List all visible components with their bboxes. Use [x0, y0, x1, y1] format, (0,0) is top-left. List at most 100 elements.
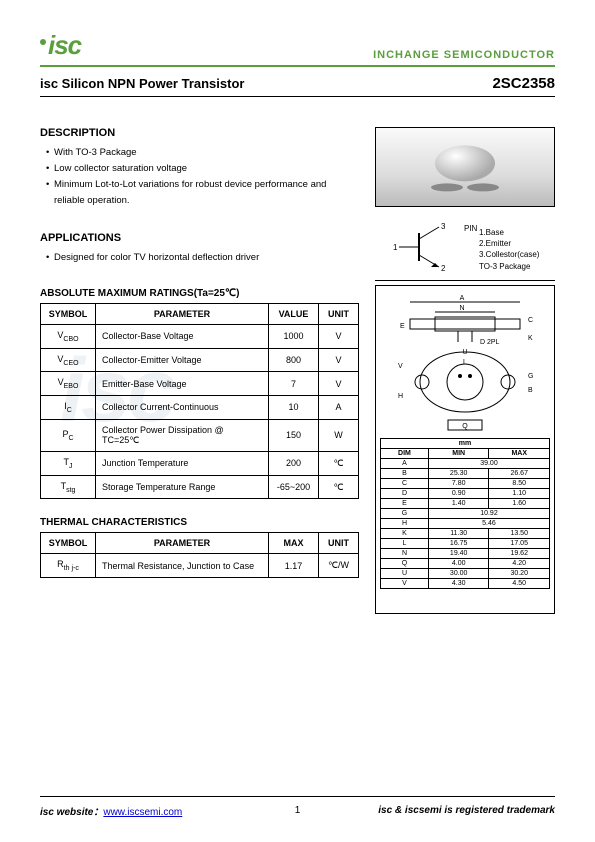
svg-text:B: B: [528, 387, 533, 394]
cell-symbol: Rth j-c: [41, 554, 96, 578]
package-photo: [375, 127, 555, 207]
cell-unit: ℃/W: [319, 554, 359, 578]
cell-param: Collector-Emitter Voltage: [96, 348, 269, 372]
cell-param: Collector Power Dissipation @ TC=25℃: [96, 419, 269, 451]
dim-cell: E: [381, 498, 429, 508]
cell-value: 10: [269, 396, 319, 420]
company-name: INCHANGE SEMICONDUCTOR: [373, 49, 555, 61]
table-row: Tstg Storage Temperature Range -65~200 ℃: [41, 475, 359, 499]
cell-param: Storage Temperature Range: [96, 475, 269, 499]
dim-cell: 26.67: [489, 468, 550, 478]
pin-label: 3.Collestor(case): [479, 249, 551, 260]
trademark-text: isc & iscsemi is registered trademark: [378, 805, 555, 816]
cell-value: 1000: [269, 324, 319, 348]
applications-list: Designed for color TV horizontal deflect…: [40, 250, 359, 266]
cell-value: -65~200: [269, 475, 319, 499]
ratings-table: SYMBOL PARAMETER VALUE UNIT VCBO Collect…: [40, 303, 359, 500]
footer: isc website：www.iscsemi.com 1 isc & iscs…: [40, 796, 555, 818]
svg-text:D 2PL: D 2PL: [480, 339, 500, 346]
col-symbol: SYMBOL: [41, 303, 96, 324]
table-row: V4.304.50: [381, 578, 550, 588]
col-max: MAX: [269, 533, 319, 554]
cell-value: 200: [269, 451, 319, 475]
cell-value: 150: [269, 419, 319, 451]
dim-cell: A: [381, 458, 429, 468]
table-row: IC Collector Current-Continuous 10 A: [41, 396, 359, 420]
cell-symbol: VCBO: [41, 324, 96, 348]
title-row: isc Silicon NPN Power Transistor 2SC2358: [40, 75, 555, 97]
pin-diagram: 1 3 2 PIN 1.Base 2.Emitter 3.Collestor(c…: [375, 213, 555, 281]
svg-text:C: C: [528, 317, 533, 324]
svg-text:N: N: [459, 305, 464, 312]
table-row: TJ Junction Temperature 200 ℃: [41, 451, 359, 475]
page-number: 1: [295, 805, 301, 816]
svg-text:U: U: [462, 349, 467, 356]
dim-cell: B: [381, 468, 429, 478]
table-row: U30.0030.20: [381, 568, 550, 578]
dim-cell: 8.50: [489, 478, 550, 488]
dim-cell: H: [381, 518, 429, 528]
svg-text:Q: Q: [462, 423, 468, 430]
dim-cell: 30.00: [428, 568, 489, 578]
dim-cell: Q: [381, 558, 429, 568]
dim-cell: 11.30: [428, 528, 489, 538]
dim-head: DIM: [381, 448, 429, 458]
list-item: Minimum Lot-to-Lot variations for robust…: [46, 177, 359, 209]
table-row: SYMBOL PARAMETER VALUE UNIT: [41, 303, 359, 324]
dim-cell: 19.40: [428, 548, 489, 558]
dim-cell: 7.80: [428, 478, 489, 488]
description-heading: DESCRIPTION: [40, 127, 359, 139]
table-row: C7.808.50: [381, 478, 550, 488]
thermal-title: THERMAL CHARACTERISTICS: [40, 517, 359, 528]
dim-unit: mm: [381, 438, 550, 448]
svg-text:1: 1: [393, 243, 398, 252]
dim-cell: K: [381, 528, 429, 538]
website-link[interactable]: www.iscsemi.com: [103, 807, 182, 818]
table-row: D0.901.10: [381, 488, 550, 498]
cell-unit: ℃: [319, 451, 359, 475]
dimension-table: mm DIM MIN MAX A39.00B25.3026.67C7.808.5…: [380, 438, 550, 589]
table-row: N19.4019.62: [381, 548, 550, 558]
table-row: A39.00: [381, 458, 550, 468]
col-unit: UNIT: [319, 533, 359, 554]
table-row: L16.7517.05: [381, 538, 550, 548]
svg-text:E: E: [400, 323, 405, 330]
cell-symbol: VCEO: [41, 348, 96, 372]
dim-cell: 4.00: [428, 558, 489, 568]
dim-cell: 13.50: [489, 528, 550, 538]
svg-text:L: L: [463, 359, 467, 366]
dim-cell: 16.75: [428, 538, 489, 548]
svg-text:A: A: [460, 295, 465, 302]
cell-param: Collector Current-Continuous: [96, 396, 269, 420]
col-value: VALUE: [269, 303, 319, 324]
dim-cell: 10.92: [428, 508, 549, 518]
dim-cell: 25.30: [428, 468, 489, 478]
svg-text:3: 3: [441, 222, 446, 231]
logo-text: isc: [48, 30, 81, 61]
cell-symbol: Tstg: [41, 475, 96, 499]
cell-symbol: TJ: [41, 451, 96, 475]
svg-text:K: K: [528, 335, 533, 342]
table-row: E1.401.60: [381, 498, 550, 508]
cell-unit: V: [319, 324, 359, 348]
cell-param: Junction Temperature: [96, 451, 269, 475]
dim-cell: 5.46: [428, 518, 549, 528]
dim-cell: C: [381, 478, 429, 488]
part-number: 2SC2358: [492, 75, 555, 92]
thermal-table: SYMBOL PARAMETER MAX UNIT Rth j-c Therma…: [40, 532, 359, 578]
product-title: isc Silicon NPN Power Transistor: [40, 76, 244, 91]
cell-param: Collector-Base Voltage: [96, 324, 269, 348]
list-item: With TO-3 Package: [46, 145, 359, 161]
cell-symbol: PC: [41, 419, 96, 451]
header: isc INCHANGE SEMICONDUCTOR: [40, 30, 555, 67]
cell-max: 1.17: [269, 554, 319, 578]
table-row: K11.3013.50: [381, 528, 550, 538]
table-row: G10.92: [381, 508, 550, 518]
cell-symbol: IC: [41, 396, 96, 420]
table-row: SYMBOL PARAMETER MAX UNIT: [41, 533, 359, 554]
table-row: VCEO Collector-Emitter Voltage 800 V: [41, 348, 359, 372]
dim-cell: 4.50: [489, 578, 550, 588]
table-row: Rth j-c Thermal Resistance, Junction to …: [41, 554, 359, 578]
dim-cell: 4.20: [489, 558, 550, 568]
dim-head: MIN: [428, 448, 489, 458]
